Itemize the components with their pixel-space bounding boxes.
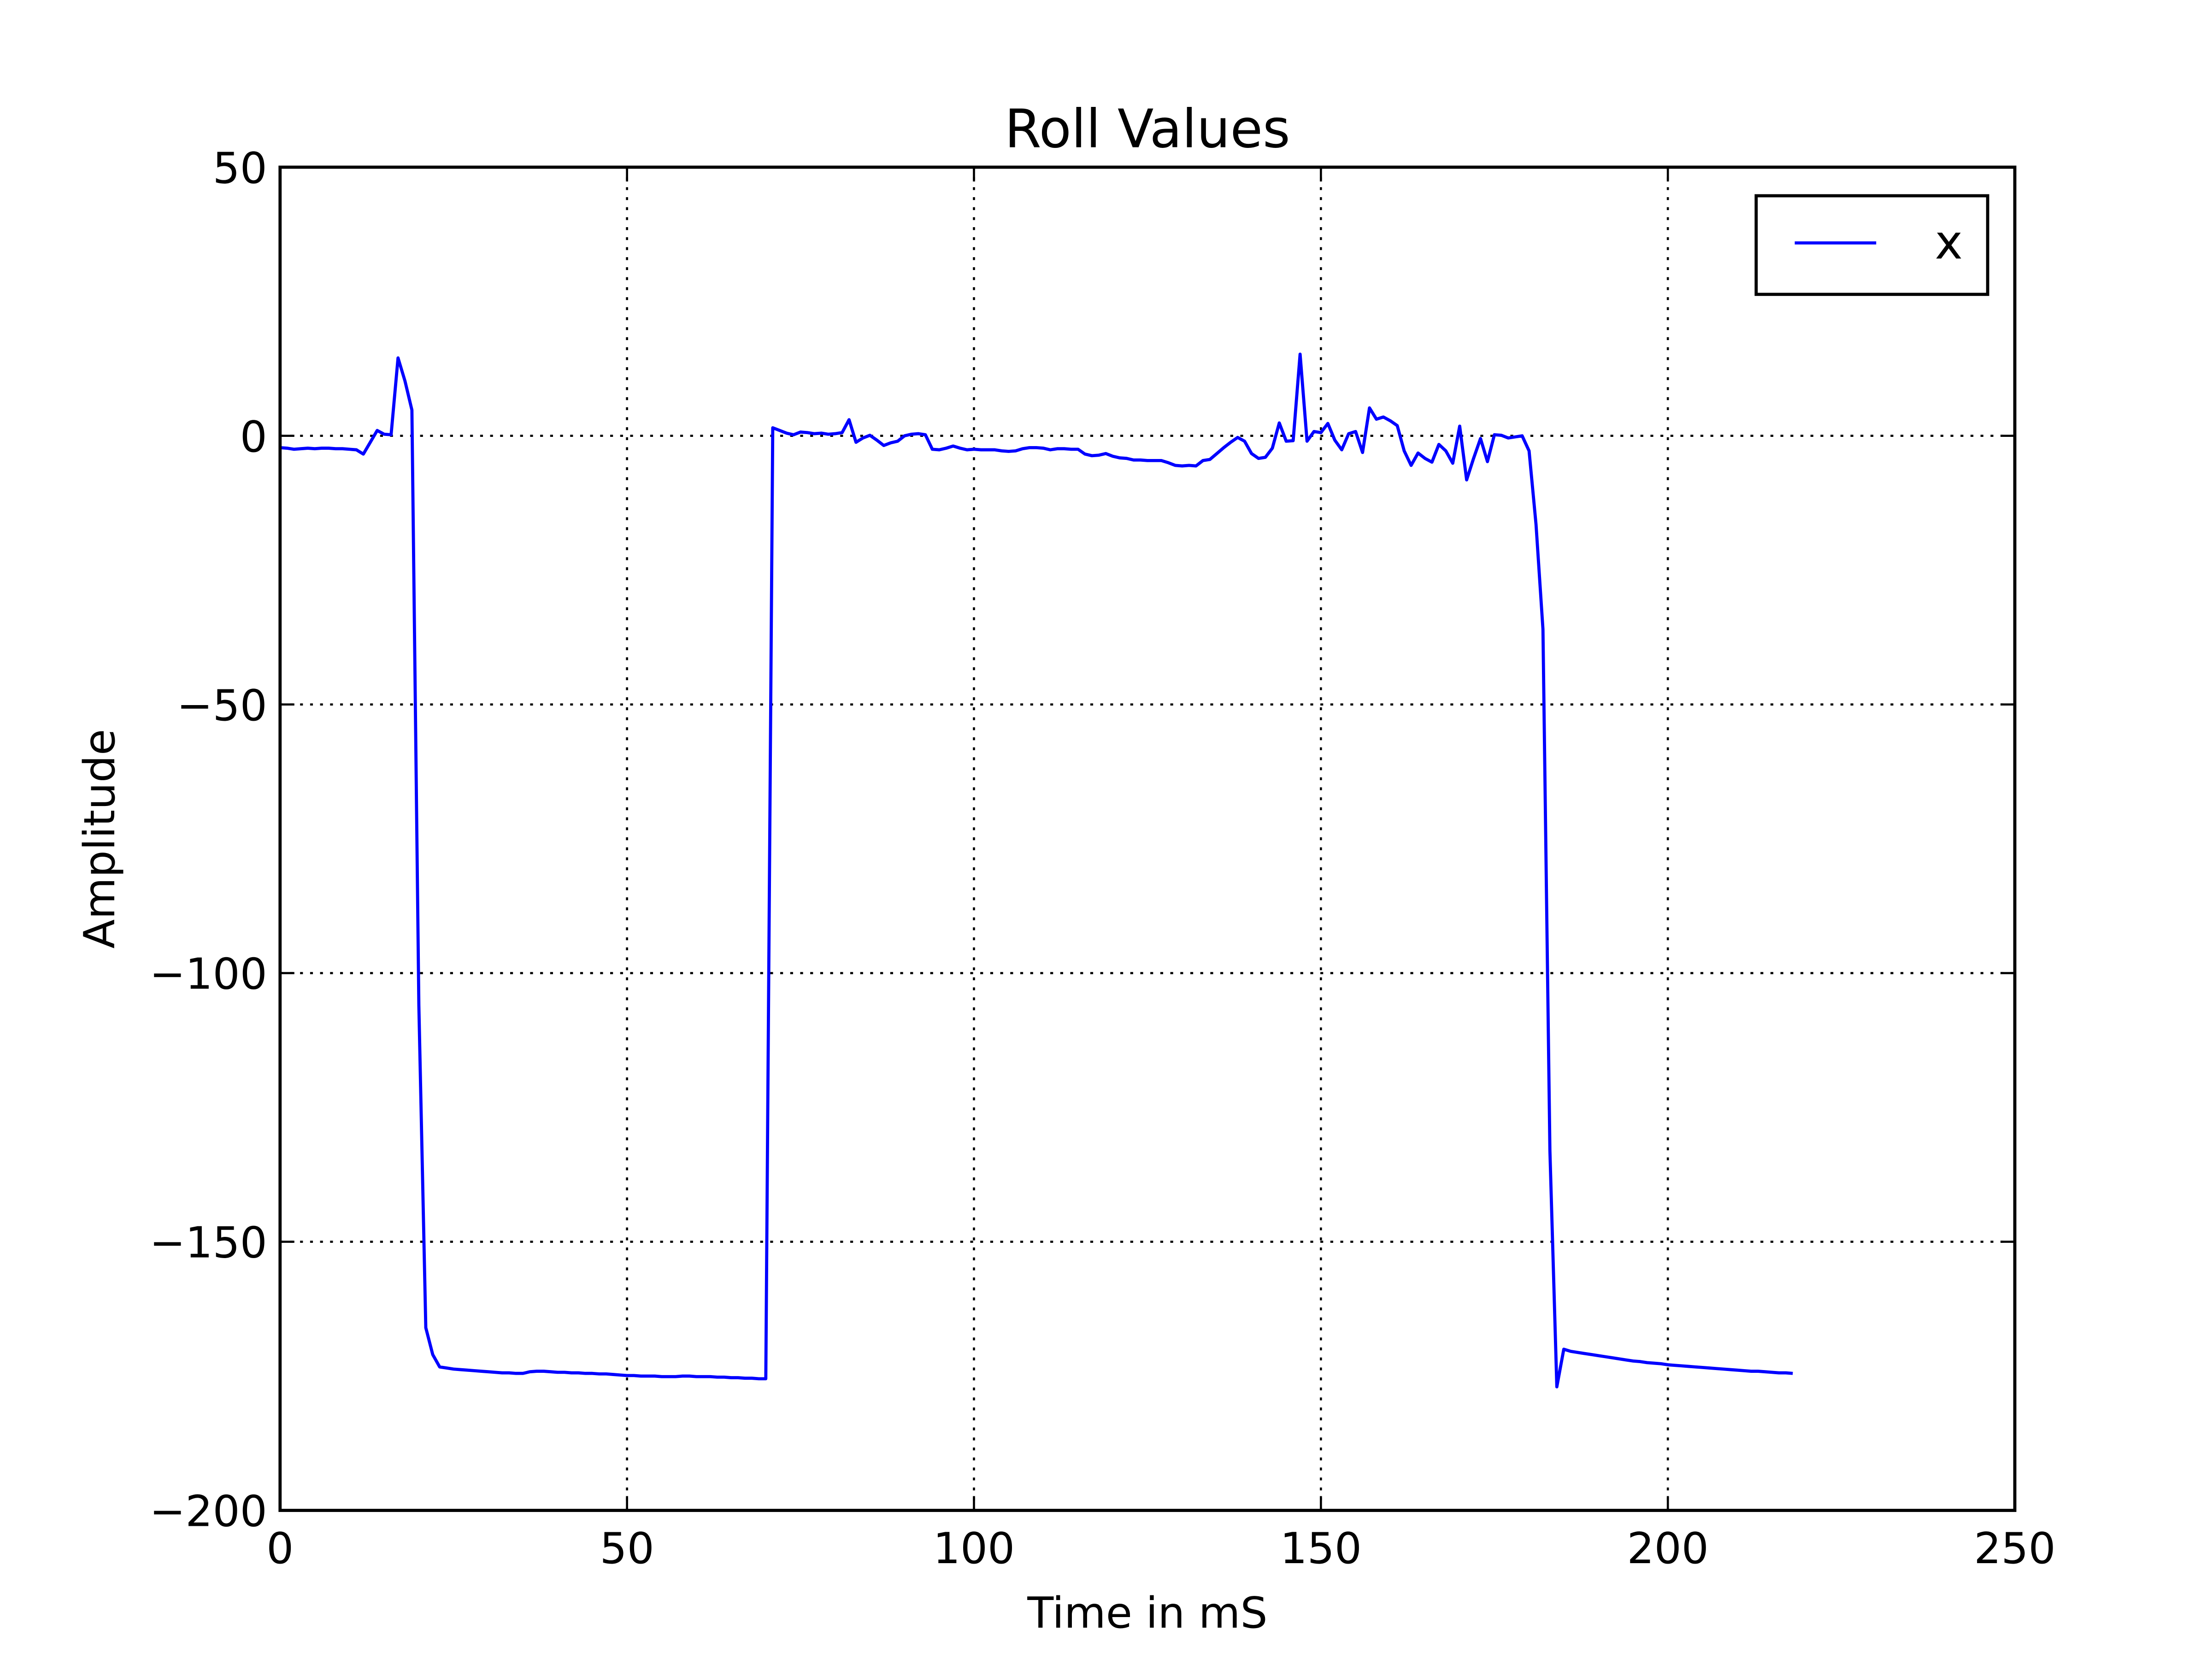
x-tick-label: 50 xyxy=(600,1524,654,1573)
y-tick-label: 0 xyxy=(240,412,267,462)
y-tick-label: −50 xyxy=(177,681,267,730)
y-axis-label: Amplitude xyxy=(75,729,124,949)
y-tick-label: −150 xyxy=(149,1218,267,1268)
legend-label: x xyxy=(1935,215,1963,270)
chart-title: Roll Values xyxy=(1005,99,1290,160)
legend-box xyxy=(1754,194,1989,296)
x-tick-label: 200 xyxy=(1627,1524,1709,1573)
x-tick-label: 150 xyxy=(1280,1524,1362,1573)
x-tick-label: 100 xyxy=(933,1524,1015,1573)
x-axis-label: Time in mS xyxy=(1027,1588,1267,1638)
x-tick-label: 250 xyxy=(1974,1524,2056,1573)
x-tick-label: 0 xyxy=(266,1524,294,1573)
legend: x xyxy=(1754,194,1989,296)
y-tick-label: −100 xyxy=(149,949,267,999)
plot-frame xyxy=(278,165,2017,1512)
y-tick-label: 50 xyxy=(212,143,267,193)
data-line xyxy=(280,353,1793,1388)
y-tick-label: −200 xyxy=(149,1487,267,1536)
